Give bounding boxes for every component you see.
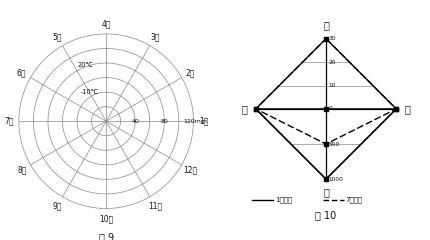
Text: -10℃: -10℃ xyxy=(80,89,98,95)
Text: 80: 80 xyxy=(160,119,168,124)
Text: 1000: 1000 xyxy=(329,177,344,182)
Text: 8月: 8月 xyxy=(17,165,26,174)
Text: 1月气温: 1月气温 xyxy=(276,197,293,204)
Text: 7月气温: 7月气温 xyxy=(346,197,363,204)
Text: 4月: 4月 xyxy=(101,19,111,28)
Text: 7月: 7月 xyxy=(4,117,13,126)
Text: 20℃: 20℃ xyxy=(78,62,94,68)
Text: 丙: 丙 xyxy=(323,187,329,198)
Text: 10月: 10月 xyxy=(99,214,113,223)
Text: 丁: 丁 xyxy=(242,104,247,114)
Text: 图 10: 图 10 xyxy=(316,211,337,221)
Text: 120mm: 120mm xyxy=(184,119,208,124)
Title: 图 9: 图 9 xyxy=(98,233,114,240)
Text: 40: 40 xyxy=(131,119,139,124)
Text: 0: 0 xyxy=(329,106,332,111)
Text: 5月: 5月 xyxy=(52,32,62,41)
Text: 500: 500 xyxy=(329,142,340,147)
Text: 6月: 6月 xyxy=(17,68,27,77)
Text: 20: 20 xyxy=(329,60,336,65)
Text: 30: 30 xyxy=(329,36,336,41)
Text: 11月: 11月 xyxy=(148,201,162,210)
Text: 乙: 乙 xyxy=(405,104,411,114)
Text: 10: 10 xyxy=(329,83,336,88)
Text: 9月: 9月 xyxy=(52,201,62,210)
Text: 甲: 甲 xyxy=(323,20,329,30)
Text: 2月: 2月 xyxy=(186,68,195,77)
Text: 1月: 1月 xyxy=(199,117,208,126)
Text: 3月: 3月 xyxy=(150,32,160,41)
Text: 12月: 12月 xyxy=(184,165,197,174)
